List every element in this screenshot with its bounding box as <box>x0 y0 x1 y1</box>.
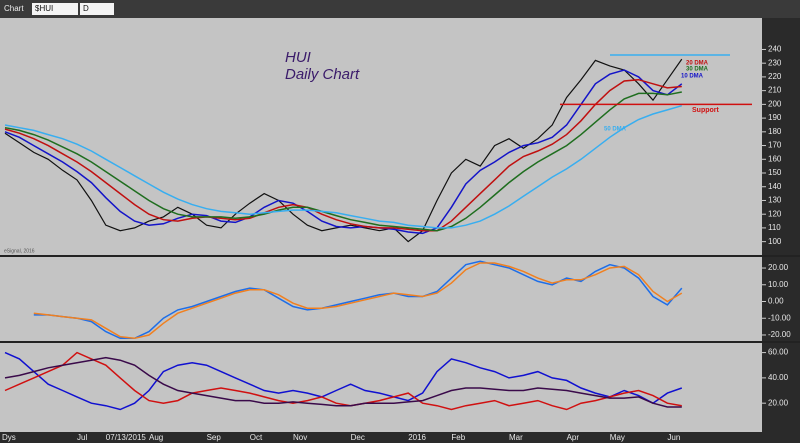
footer: Dys <box>2 433 16 442</box>
toolbar <box>0 0 800 18</box>
y-tick-label: 0.00 <box>768 297 784 306</box>
x-tick-label: Oct <box>250 433 263 442</box>
x-tick-label: Apr <box>567 433 580 442</box>
y-tick-label: 150 <box>768 168 782 177</box>
y-tick-label: 190 <box>768 113 782 122</box>
x-tick-label: Aug <box>149 433 163 442</box>
price-axis <box>762 18 800 432</box>
x-tick-label: 2016 <box>408 433 426 442</box>
symbol-box[interactable] <box>32 3 78 15</box>
y-tick-label: 130 <box>768 196 782 205</box>
x-tick-label: Feb <box>451 433 465 442</box>
x-tick-label: Nov <box>293 433 307 442</box>
x-tick-label: May <box>610 433 625 442</box>
y-tick-label: 210 <box>768 86 782 95</box>
y-tick-label: 100 <box>768 237 782 246</box>
time-axis <box>0 432 800 443</box>
series-label: 20 DMA <box>686 61 709 67</box>
y-tick-label: 120 <box>768 209 782 218</box>
series-label: 30 DMA <box>686 67 709 73</box>
y-tick-label: 170 <box>768 141 782 150</box>
series-label: 50 DMA <box>604 127 627 133</box>
chart-title: HUI <box>285 49 311 66</box>
credit: eSignal, 2016 <box>4 248 35 254</box>
x-tick-label: Jun <box>667 433 680 442</box>
x-tick-label: Mar <box>509 433 523 442</box>
y-tick-label: -20.00 <box>768 330 791 339</box>
series-line <box>4 69 683 235</box>
interval[interactable]: D <box>83 4 89 13</box>
y-tick-label: 40.00 <box>768 373 789 382</box>
x-tick-label: 07/13/2015 <box>106 433 147 442</box>
y-tick-label: 230 <box>768 58 782 67</box>
y-tick-label: -10.00 <box>768 313 791 322</box>
y-tick-label: 20.00 <box>768 263 789 272</box>
symbol[interactable]: $HUI <box>35 4 53 13</box>
y-tick-label: 140 <box>768 182 782 191</box>
y-tick-label: 10.00 <box>768 280 789 289</box>
y-tick-label: 60.00 <box>768 348 789 357</box>
chart-subtitle: Daily Chart <box>285 66 360 83</box>
x-tick-label: Sep <box>207 433 222 442</box>
interval-box[interactable] <box>80 3 114 15</box>
series-line <box>4 351 682 411</box>
support-label: Support <box>692 107 719 114</box>
series-line <box>4 351 683 411</box>
series-line <box>4 78 682 232</box>
series-line <box>33 262 683 340</box>
menu[interactable]: Chart <box>4 4 24 13</box>
y-tick-label: 200 <box>768 99 782 108</box>
y-tick-label: 180 <box>768 127 782 136</box>
y-tick-label: 160 <box>768 154 782 163</box>
y-tick-label: 220 <box>768 72 782 81</box>
x-tick-label: Dec <box>351 433 365 442</box>
y-tick-label: 240 <box>768 45 782 54</box>
x-tick-label: Jul <box>77 433 87 442</box>
series-line <box>4 91 682 232</box>
series-line <box>4 104 683 229</box>
y-tick-label: 110 <box>768 223 781 232</box>
y-tick-label: 20.00 <box>768 398 789 407</box>
series-line <box>4 356 682 408</box>
series-label: 10 DMA <box>681 74 704 80</box>
